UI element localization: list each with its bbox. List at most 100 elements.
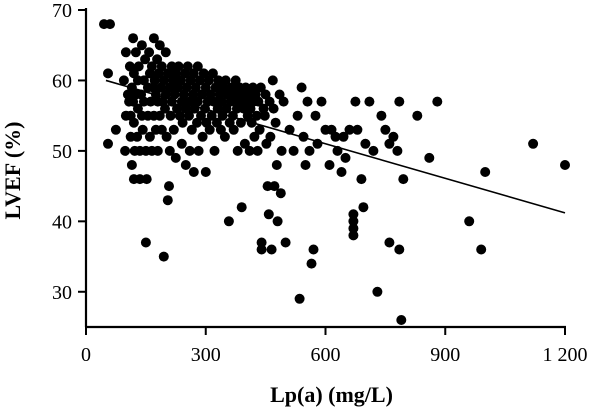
scatter-point [186,124,197,135]
y-ticks: 30 40 50 60 70 [52,0,86,304]
scatter-point [236,202,247,213]
scatter-point [220,75,231,86]
scatter-point [213,75,224,86]
scatter-point [259,110,270,121]
scatter-point [476,244,487,255]
scatter-point [130,47,141,58]
scatter-point [184,145,195,156]
scatter-point [348,223,359,234]
scatter-point [204,124,215,135]
scatter-point [560,160,570,170]
scatter-point [103,138,113,149]
scatter-point [176,138,187,149]
y-tick-label: 50 [52,141,72,163]
scatter-point [300,160,311,170]
scatter-point [133,61,144,72]
scatter-point [160,103,170,114]
scatter-point [198,68,209,79]
trend-line [105,79,566,214]
scatter-point [156,124,167,135]
scatter-point [296,82,307,93]
scatter-point [464,216,475,227]
scatter-point [338,131,349,142]
scatter-point [126,160,137,170]
scatter-point [376,110,387,121]
scatter-point [412,110,423,121]
scatter-point [192,61,203,72]
scatter-point [424,152,435,163]
y-tick-label: 60 [52,70,72,92]
data-points [99,19,570,325]
scatter-point [316,96,327,107]
scatter-point [358,202,369,213]
scatter-point [120,145,131,156]
scatter-point [271,160,282,170]
scatter-point [141,174,152,185]
scatter-point [162,195,173,206]
scatter-point [216,96,227,107]
y-axis-title: LVEF (%) [0,122,25,220]
scatter-point [350,96,361,107]
scatter-point [294,293,305,304]
scatter-point [128,117,139,128]
scatter-point [128,33,139,44]
scatter-point [207,68,218,79]
scatter-point [392,145,403,156]
scatter-point [398,174,409,185]
scatter-point [348,230,359,241]
scatter-point [306,258,317,269]
scatter-point [251,110,262,121]
y-tick-label: 40 [52,211,72,233]
scatter-point [132,131,143,142]
scatter-point [170,152,181,163]
scatter-point [120,47,131,58]
scatter-point [324,160,335,170]
scatter-point [110,124,121,135]
scatter-point [209,145,220,156]
scatter-point [145,96,156,107]
scatter-point [263,209,274,220]
y-tick-label: 30 [52,282,72,304]
scatter-point [249,131,260,142]
scatter-point [148,33,159,44]
scatter-point [272,216,283,227]
scatter-point [182,61,193,72]
scatter-point [253,96,264,107]
scatter-point [239,138,250,149]
scatter-point [330,131,341,142]
scatter-point [161,131,172,142]
scatter-point [268,103,279,114]
scatter-point [276,145,287,156]
x-tick-label: 1 200 [543,344,588,366]
scatter-point [372,286,383,297]
x-tick-label: 300 [191,344,221,366]
scatter-point [480,167,491,177]
scatter-point [206,110,217,121]
scatter-point [256,244,267,255]
scatter-point [269,181,280,192]
scatter-point [267,75,278,86]
scatter-point [200,167,211,177]
scatter-point [336,167,347,177]
scatter-point [146,61,157,72]
scatter-point [137,124,148,135]
x-tick-label: 600 [311,344,341,366]
scatter-point [140,237,151,248]
scatter-point [244,145,255,156]
scatter-point [223,216,234,227]
scatter-point [144,131,155,142]
scatter-point [152,145,163,156]
scatter-point [348,209,359,220]
scatter-point [270,117,281,128]
scatter-point [184,110,194,121]
scatter-point [173,61,184,72]
scatter-point [528,138,539,149]
scatter-point [197,131,208,142]
x-tick-label: 0 [81,344,91,366]
scatter-point [255,82,266,93]
scatter-point [275,188,286,199]
scatter-point [340,152,351,163]
scatter-point [144,47,155,58]
scatter-point [254,124,265,135]
scatter-point [380,124,391,135]
